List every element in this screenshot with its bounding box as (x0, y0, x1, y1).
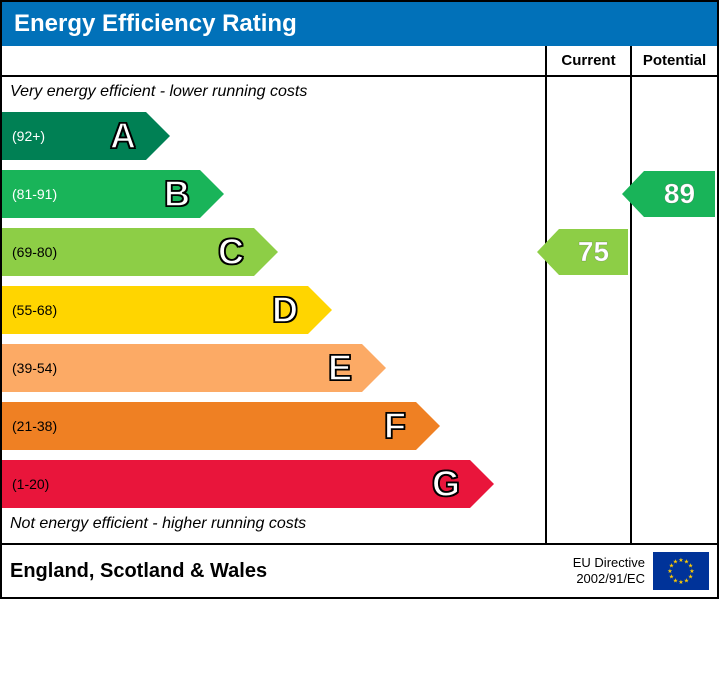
band-bar-g: (1-20) G (2, 460, 470, 508)
band-letter-f: F (384, 405, 410, 447)
svg-text:★: ★ (673, 558, 678, 565)
band-row-g: (1-20) G (2, 455, 545, 513)
band-letter-a: A (110, 115, 140, 157)
band-letter-c: C (218, 231, 248, 273)
footer-region: England, Scotland & Wales (10, 560, 267, 583)
band-range-b: (81-91) (12, 186, 57, 202)
svg-text:★: ★ (684, 578, 689, 585)
chart-body: Very energy efficient - lower running co… (2, 77, 717, 543)
band-range-f: (21-38) (12, 418, 57, 434)
band-row-e: (39-54) E (2, 339, 545, 397)
band-bar-c: (69-80) C (2, 228, 254, 276)
band-row-f: (21-38) F (2, 397, 545, 455)
band-range-c: (69-80) (12, 244, 57, 260)
directive-line-2: 2002/91/EC (573, 571, 645, 587)
epc-chart: Energy Efficiency Rating Current Potenti… (0, 0, 719, 599)
band-range-g: (1-20) (12, 476, 49, 492)
potential-rating-arrow: 89 (644, 171, 715, 217)
band-row-c: (69-80) C (2, 223, 545, 281)
footer-right: EU Directive 2002/91/EC ★★★★★★★★★★★★ (573, 552, 709, 590)
band-bar-d: (55-68) D (2, 286, 308, 334)
band-letter-b: B (164, 173, 194, 215)
band-range-d: (55-68) (12, 302, 57, 318)
band-range-a: (92+) (12, 128, 45, 144)
band-bar-b: (81-91) B (2, 170, 200, 218)
band-bar-f: (21-38) F (2, 402, 416, 450)
chart-title: Energy Efficiency Rating (2, 2, 717, 46)
caption-inefficient: Not energy efficient - higher running co… (2, 513, 545, 539)
eu-flag-icon: ★★★★★★★★★★★★ (653, 552, 709, 590)
potential-column: 89 (632, 77, 717, 543)
band-row-b: (81-91) B (2, 165, 545, 223)
band-letter-d: D (272, 289, 302, 331)
current-column: 75 (547, 77, 632, 543)
band-bar-a: (92+) A (2, 112, 146, 160)
band-letter-e: E (328, 347, 356, 389)
bands-area: Very energy efficient - lower running co… (2, 77, 547, 543)
band-range-e: (39-54) (12, 360, 57, 376)
column-headers: Current Potential (2, 46, 717, 77)
band-row-a: (92+) A (2, 107, 545, 165)
band-bar-e: (39-54) E (2, 344, 362, 392)
header-potential: Potential (632, 46, 717, 75)
footer-directive: EU Directive 2002/91/EC (573, 555, 645, 586)
svg-text:★: ★ (678, 579, 683, 586)
current-rating-arrow: 75 (559, 229, 628, 275)
band-letter-g: G (432, 463, 464, 505)
directive-line-1: EU Directive (573, 555, 645, 571)
chart-footer: England, Scotland & Wales EU Directive 2… (2, 543, 717, 597)
header-spacer (2, 46, 547, 75)
caption-efficient: Very energy efficient - lower running co… (2, 81, 545, 107)
band-row-d: (55-68) D (2, 281, 545, 339)
header-current: Current (547, 46, 632, 75)
